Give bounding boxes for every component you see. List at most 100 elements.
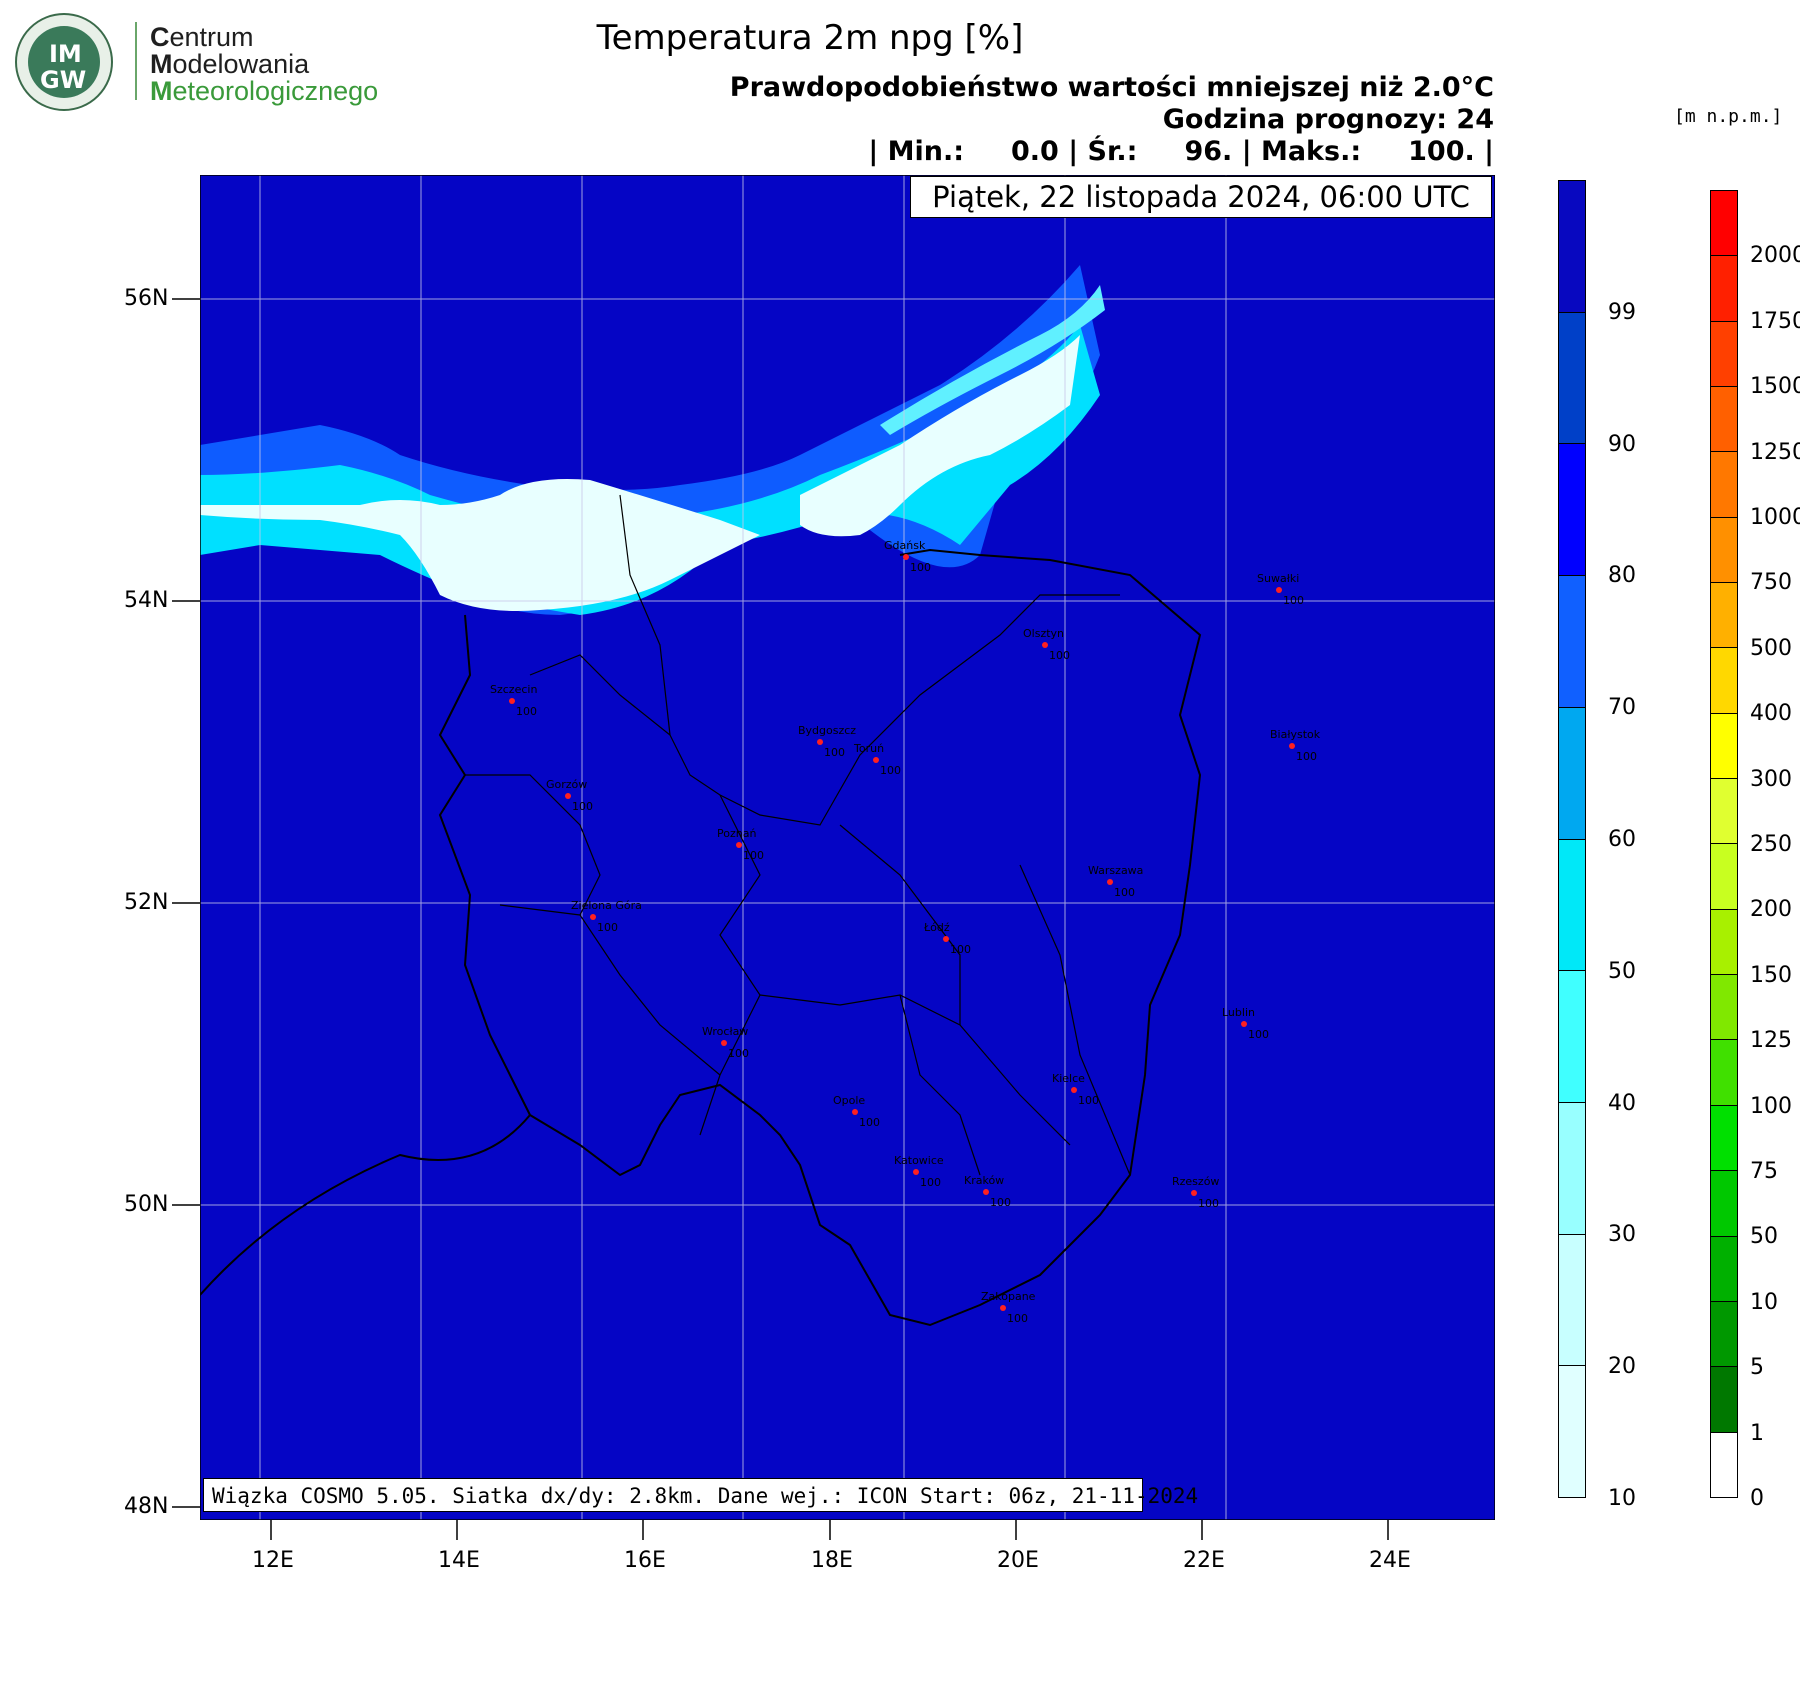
colorbar-segment	[1711, 844, 1737, 910]
city-marker: Kielce 100	[1052, 1072, 1099, 1107]
city-value: 100	[910, 561, 931, 574]
colorbar-segment	[1711, 1171, 1737, 1237]
city-marker: Kraków 100	[964, 1174, 1011, 1209]
colorbar-segment	[1711, 1040, 1737, 1106]
lat-label-50n: 50N	[124, 1192, 169, 1217]
colorbar-segment	[1559, 312, 1585, 445]
height-colorbar	[1710, 190, 1738, 1498]
city-marker: Warszawa 100	[1088, 864, 1143, 899]
city-name: Kielce	[1052, 1072, 1085, 1085]
city-name: Zakopane	[981, 1290, 1036, 1303]
colorbar-label: 10	[1750, 1289, 1778, 1315]
lon-label-24e: 24E	[1369, 1548, 1411, 1573]
colorbar-segment	[1711, 517, 1737, 584]
colorbar-segment	[1559, 444, 1585, 577]
colorbar-label: 20	[1608, 1354, 1636, 1380]
city-value: 100	[1078, 1094, 1099, 1107]
lon-label-18e: 18E	[811, 1548, 853, 1573]
colorbar-label: 1500	[1750, 374, 1800, 400]
colorbar-segment	[1559, 707, 1585, 840]
colorbar-label: 50	[1608, 958, 1636, 984]
model-info-box: Wiązka COSMO 5.05. Siatka dx/dy: 2.8km. …	[203, 1478, 1198, 1512]
map-title: Temperatura 2m npg [%]	[596, 18, 1024, 58]
city-dot-icon	[1000, 1305, 1006, 1311]
city-dot-icon	[1107, 879, 1113, 885]
colorbar-segment	[1711, 713, 1737, 780]
city-dot-icon	[873, 757, 879, 763]
city-dot-icon	[721, 1040, 727, 1046]
city-marker: Opole 100	[833, 1094, 880, 1129]
colorbar-label: 30	[1608, 1222, 1636, 1248]
city-dot-icon	[509, 698, 515, 704]
city-name: Bydgoszcz	[798, 724, 856, 737]
colorbar-segment	[1711, 256, 1737, 322]
lon-label-20e: 20E	[997, 1548, 1039, 1573]
colorbar-label: 125	[1750, 1028, 1792, 1054]
lat-label-54n: 54N	[124, 588, 169, 613]
colorbar-segment	[1711, 1301, 1737, 1368]
city-dot-icon	[590, 914, 596, 920]
city-name: Warszawa	[1088, 864, 1143, 877]
city-dot-icon	[1276, 587, 1282, 593]
city-name: Gorzów	[546, 778, 587, 791]
colorbar-segment	[1711, 909, 1737, 976]
colorbar-label: 50	[1750, 1224, 1778, 1250]
lat-label-56n: 56N	[124, 286, 169, 311]
field-band-white-gdansk	[800, 335, 1080, 537]
city-name: Gdańsk	[884, 539, 926, 552]
height-units-label: [m n.p.m.]	[1674, 106, 1783, 127]
city-name: Poznań	[717, 827, 756, 840]
colorbar-segment	[1711, 975, 1737, 1041]
field-band-cyan-north	[880, 285, 1105, 435]
city-marker: Białystok 100	[1270, 728, 1321, 763]
city-value: 100	[1248, 1028, 1269, 1041]
logo-text-meteorologicznego: Meteorologicznego	[150, 76, 379, 106]
colorbar-segment	[1559, 971, 1585, 1103]
city-value: 100	[728, 1047, 749, 1060]
city-value: 100	[950, 943, 971, 956]
colorbar-segment	[1711, 191, 1737, 257]
city-name: Białystok	[1270, 728, 1321, 741]
city-value: 100	[572, 800, 593, 813]
city-name: Zielona Góra	[571, 899, 642, 912]
colorbar-label: 400	[1750, 701, 1792, 727]
city-dot-icon	[852, 1109, 858, 1115]
colorbar-segment	[1711, 321, 1737, 388]
city-value: 100	[880, 764, 901, 777]
colorbar-segment	[1711, 779, 1737, 845]
city-name: Kraków	[964, 1174, 1004, 1187]
logo-badge-top: IM	[49, 40, 82, 68]
colorbar-label: 300	[1750, 766, 1792, 792]
city-name: Toruń	[853, 742, 884, 755]
city-dot-icon	[943, 936, 949, 942]
colorbar-segment	[1711, 1105, 1737, 1172]
colorbar-label: 500	[1750, 635, 1792, 661]
logo-text-modelowania: Modelowania	[150, 49, 310, 79]
colorbar-segment	[1559, 1366, 1585, 1498]
city-dot-icon	[903, 554, 909, 560]
city-value: 100	[1283, 594, 1304, 607]
city-value: 100	[1114, 886, 1135, 899]
lon-label-16e: 16E	[624, 1548, 666, 1573]
city-marker: Zakopane 100	[981, 1290, 1036, 1325]
city-name: Suwałki	[1257, 572, 1299, 585]
colorbar-label: 250	[1750, 832, 1792, 857]
colorbar-label: 99	[1608, 299, 1636, 325]
colorbar-label: 100	[1750, 1093, 1792, 1119]
colorbar-label: 70	[1608, 695, 1636, 721]
voivodeship-borders	[465, 494, 1131, 1176]
colorbar-segment	[1711, 583, 1737, 649]
colorbar-segment	[1711, 1367, 1737, 1433]
city-name: Wrocław	[702, 1025, 748, 1038]
colorbar-label: 75	[1750, 1159, 1778, 1184]
city-marker: Wrocław 100	[702, 1025, 749, 1060]
map-background	[200, 175, 1495, 1520]
city-value: 100	[824, 746, 845, 759]
colorbar-segment	[1711, 648, 1737, 714]
city-value: 100	[920, 1176, 941, 1189]
lat-label-48n: 48N	[124, 1494, 169, 1519]
logo-divider	[135, 22, 137, 100]
colorbar-segment	[1559, 576, 1585, 708]
colorbar-label: 2000	[1750, 243, 1800, 269]
